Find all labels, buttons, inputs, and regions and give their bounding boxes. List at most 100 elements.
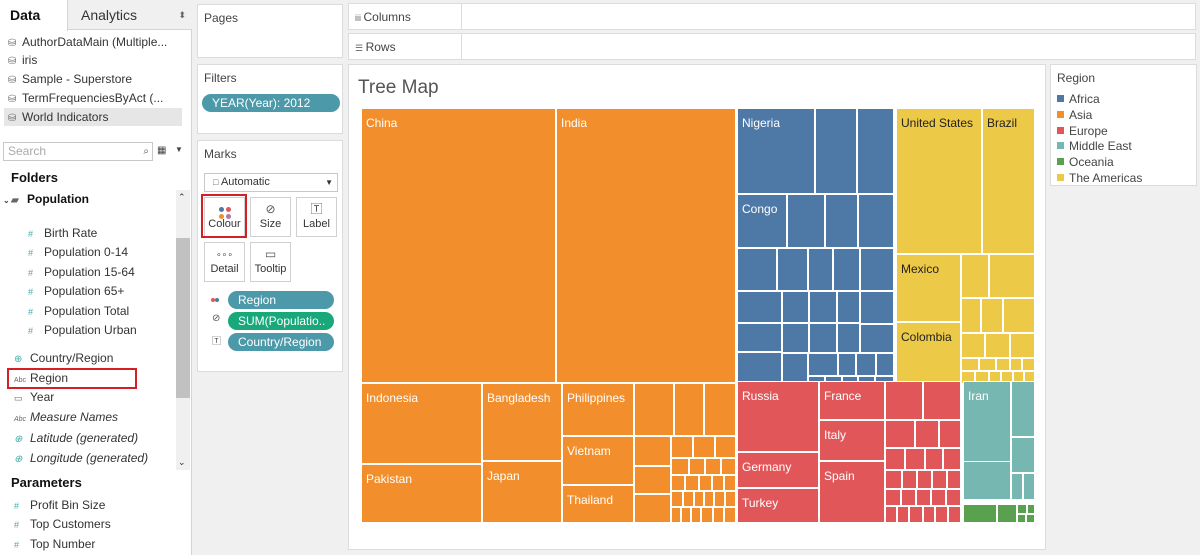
treemap-tile[interactable] [724, 507, 736, 523]
treemap-tile[interactable] [939, 420, 961, 448]
parameter-item[interactable]: # Top Number [14, 535, 95, 553]
treemap-tile[interactable] [712, 475, 724, 491]
treemap-tile[interactable] [689, 458, 705, 475]
treemap-tile[interactable] [961, 333, 985, 358]
marks-pill-sum-population[interactable]: SUM(Populatio.. [228, 312, 334, 330]
treemap-tile[interactable] [681, 507, 691, 523]
filters-card[interactable]: Filters YEAR(Year): 2012 [197, 64, 343, 134]
treemap-tile[interactable] [1011, 437, 1035, 473]
parameter-item[interactable]: # Profit Bin Size [14, 496, 105, 514]
treemap-tile[interactable] [925, 448, 943, 470]
label-button[interactable]: 🅃 Label [296, 197, 337, 237]
filter-pill-year[interactable]: YEAR(Year): 2012 [202, 94, 340, 112]
treemap-tile[interactable] [737, 291, 782, 323]
treemap-tile[interactable] [782, 291, 809, 323]
legend-item-africa[interactable]: Africa [1057, 92, 1100, 108]
treemap-tile[interactable] [876, 353, 894, 376]
tooltip-button[interactable]: ▭ Tooltip [250, 242, 291, 282]
datasource-item[interactable]: ⛁ iris [8, 51, 184, 69]
field-item[interactable]: # Population 0-14 [28, 243, 128, 261]
treemap-tile[interactable] [694, 491, 704, 507]
field-item[interactable]: # Population Urban [28, 321, 137, 339]
treemap-tile[interactable] [671, 491, 683, 507]
detail-button[interactable]: ∘∘∘ Detail [204, 242, 245, 282]
field-item[interactable]: ⊕ Country/Region [14, 349, 113, 367]
treemap-tile[interactable] [815, 108, 857, 194]
treemap-tile[interactable] [916, 489, 931, 506]
legend-item-asia[interactable]: Asia [1057, 108, 1092, 124]
treemap-tile[interactable] [671, 507, 681, 523]
treemap-tile[interactable] [932, 470, 947, 489]
treemap-tile[interactable] [837, 291, 860, 323]
treemap-tile[interactable] [946, 489, 961, 506]
marks-pill-country[interactable]: Country/Region [228, 333, 334, 351]
treemap-tile-mexico[interactable]: Mexico [896, 254, 961, 322]
field-item[interactable]: ▭ Year [14, 388, 54, 406]
field-item[interactable]: Abc Measure Names [14, 408, 118, 426]
treemap-tile[interactable] [885, 420, 915, 448]
treemap-tile-china[interactable]: China [361, 108, 556, 383]
legend-item-oceania[interactable]: Oceania [1057, 155, 1114, 171]
treemap-tile-indonesia[interactable]: Indonesia [361, 383, 482, 464]
treemap-tile[interactable] [691, 507, 701, 523]
treemap-tile-russia[interactable]: Russia [737, 381, 819, 452]
treemap-tile[interactable] [979, 358, 996, 371]
treemap-tile-india[interactable]: India [556, 108, 736, 383]
treemap-tile-congo[interactable]: Congo [737, 194, 787, 248]
scroll-up-icon[interactable]: ⌃ [178, 192, 186, 202]
treemap-tile[interactable] [1017, 504, 1027, 514]
tab-menu-caret-icon[interactable]: ⬍ [178, 10, 186, 20]
treemap-tile[interactable] [809, 291, 837, 323]
treemap-tile[interactable] [838, 353, 856, 376]
treemap-tile[interactable] [737, 352, 782, 384]
treemap-tile[interactable] [809, 323, 837, 353]
datasource-item[interactable]: ⛁ AuthorDataMain (Multiple... [8, 33, 184, 51]
treemap-tile[interactable] [856, 353, 876, 376]
field-item-region[interactable]: Abc Region [14, 369, 68, 387]
treemap-tile[interactable] [996, 358, 1010, 371]
field-item[interactable]: # Population Total [28, 302, 129, 320]
treemap-tile[interactable] [782, 353, 808, 384]
treemap-tile[interactable] [737, 323, 782, 352]
treemap-tile[interactable] [997, 504, 1017, 523]
treemap-tile[interactable] [808, 353, 838, 376]
treemap-tile[interactable] [1011, 381, 1035, 437]
treemap-tile[interactable] [674, 383, 704, 436]
treemap-tile[interactable] [737, 248, 777, 291]
treemap-tile[interactable] [947, 470, 961, 489]
treemap-tile[interactable] [981, 298, 1003, 333]
field-item[interactable]: # Population 65+ [28, 282, 124, 300]
scroll-down-icon[interactable]: ⌄ [178, 457, 186, 467]
treemap-tile[interactable] [909, 506, 923, 523]
tab-analytics[interactable]: Analytics ⬍ [68, 0, 192, 30]
treemap-tile-turkey[interactable]: Turkey [737, 488, 819, 523]
datasource-item[interactable]: ⛁ Sample - Superstore [8, 70, 184, 88]
marks-pill-region[interactable]: Region [228, 291, 334, 309]
treemap-tile[interactable] [721, 458, 736, 475]
treemap-tile[interactable] [948, 506, 961, 523]
treemap-tile[interactable] [634, 466, 671, 494]
treemap-tile-philippines[interactable]: Philippines [562, 383, 634, 436]
treemap-tile-france[interactable]: France [819, 381, 885, 420]
treemap-tile[interactable] [961, 358, 979, 371]
treemap-tile[interactable] [885, 470, 902, 489]
treemap-tile[interactable] [963, 504, 997, 523]
mark-type-select[interactable]: □ Automatic ▼ [204, 173, 338, 192]
treemap-tile[interactable] [1011, 473, 1023, 500]
treemap-tile[interactable] [777, 248, 808, 291]
treemap-tile[interactable] [897, 506, 909, 523]
treemap-tile[interactable] [685, 475, 699, 491]
view-toggle-icon[interactable]: ▦ [157, 145, 167, 156]
treemap-tile[interactable] [705, 458, 721, 475]
treemap-tile[interactable] [693, 436, 715, 458]
treemap-tile[interactable] [901, 489, 916, 506]
treemap-tile[interactable] [782, 323, 809, 353]
datasource-item-selected[interactable]: ⛁ World Indicators [4, 108, 182, 126]
treemap-tile[interactable] [1003, 298, 1035, 333]
treemap-tile[interactable] [985, 333, 1010, 358]
treemap-tile[interactable] [885, 381, 923, 420]
field-search-input[interactable]: Search ⌕ [3, 142, 153, 161]
legend-item-europe[interactable]: Europe [1057, 124, 1108, 140]
treemap-tile[interactable] [943, 448, 961, 470]
treemap-tile-bangladesh[interactable]: Bangladesh [482, 383, 562, 461]
